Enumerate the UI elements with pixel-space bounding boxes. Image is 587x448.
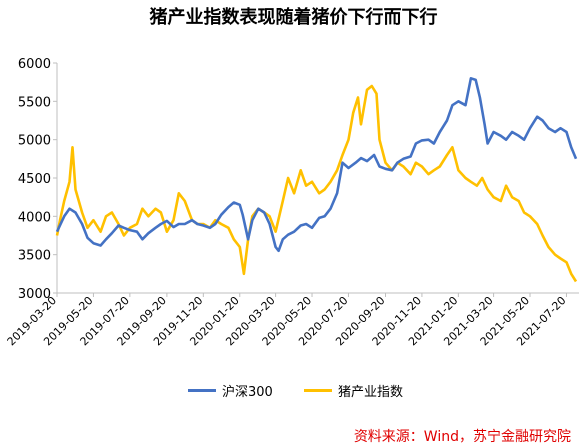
- y-tick-label: 4500: [18, 172, 51, 187]
- y-tick-label: 6000: [18, 57, 51, 72]
- y-tick-label: 5000: [18, 134, 51, 149]
- y-tick-label: 4000: [18, 210, 51, 225]
- legend-swatch-pig-index: [304, 389, 332, 392]
- legend-item-pig-index: 猪产业指数: [304, 381, 403, 400]
- chart-title: 猪产业指数表现随着猪价下行而下行: [149, 7, 438, 28]
- legend-label-pig-index: 猪产业指数: [338, 385, 404, 400]
- legend-swatch-hs300: [188, 389, 216, 392]
- y-tick-label: 3500: [18, 249, 51, 264]
- legend-item-hs300: 沪深300: [188, 381, 273, 400]
- legend: 沪深300 猪产业指数: [0, 381, 587, 403]
- y-tick-label: 3000: [18, 287, 51, 302]
- source-note: 资料来源：Wind，苏宁金融研究院: [353, 429, 571, 445]
- series-lines: [55, 77, 578, 283]
- y-axis-labels: 3000 3500 4000 4500 5000 5500 6000: [18, 57, 51, 302]
- legend-label-hs300: 沪深300: [222, 385, 273, 400]
- x-axis-labels: 2019-03-202019-05-202019-07-202019-09-20…: [5, 294, 569, 348]
- series-line-hs300: [55, 77, 578, 253]
- series-line-pig-index: [55, 84, 578, 283]
- y-tick-label: 5500: [18, 95, 51, 110]
- chart-axes: [53, 62, 579, 297]
